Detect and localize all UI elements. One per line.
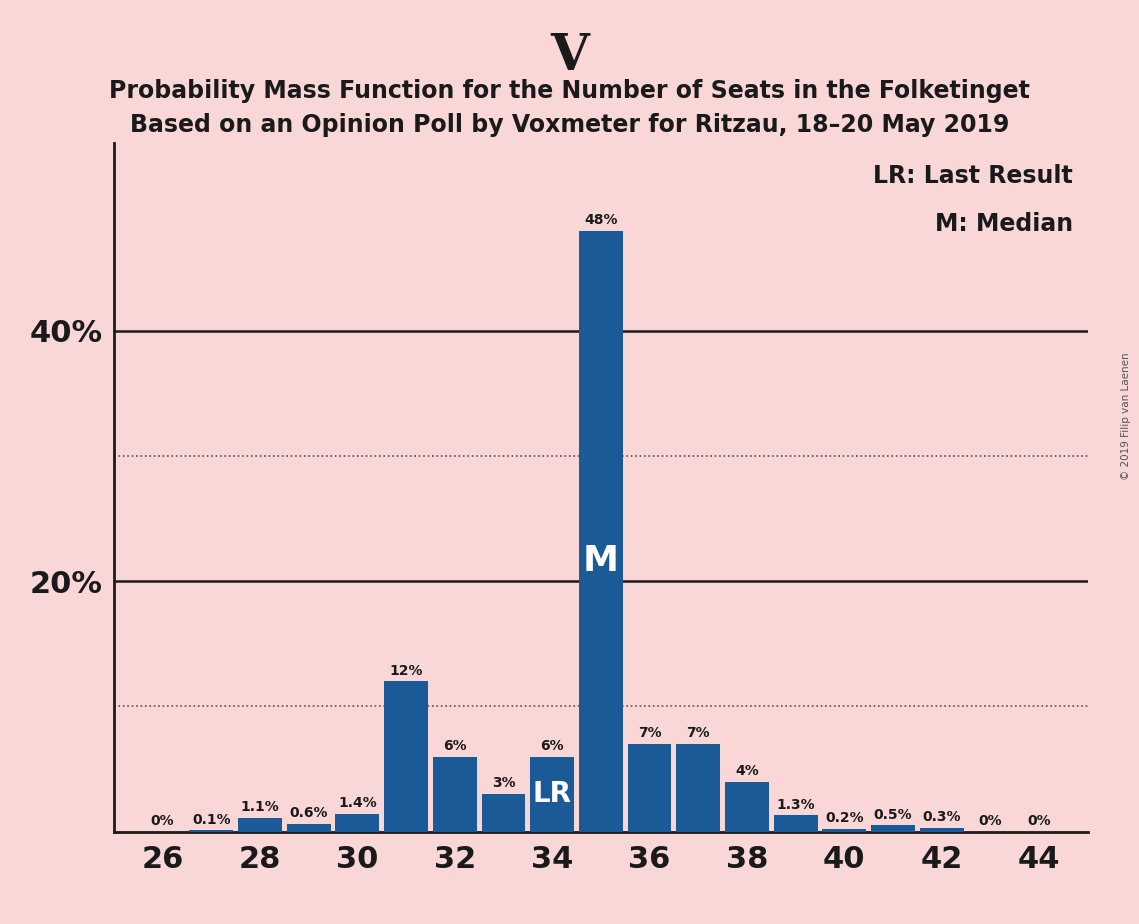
- Text: 0%: 0%: [1027, 814, 1051, 828]
- Text: 1.4%: 1.4%: [338, 796, 377, 810]
- Text: 0.6%: 0.6%: [289, 807, 328, 821]
- Text: 6%: 6%: [443, 739, 467, 753]
- Text: 0%: 0%: [150, 814, 174, 828]
- Bar: [726, 782, 769, 832]
- Bar: [871, 825, 915, 832]
- Text: Probability Mass Function for the Number of Seats in the Folketinget: Probability Mass Function for the Number…: [109, 79, 1030, 103]
- Bar: [287, 824, 330, 832]
- Text: 0%: 0%: [978, 814, 1002, 828]
- Bar: [628, 744, 671, 832]
- Text: LR: LR: [533, 780, 572, 808]
- Bar: [336, 814, 379, 832]
- Text: 1.1%: 1.1%: [240, 800, 279, 814]
- Bar: [482, 794, 525, 832]
- Bar: [677, 744, 720, 832]
- Text: 0.1%: 0.1%: [192, 812, 230, 827]
- Bar: [189, 831, 233, 832]
- Text: © 2019 Filip van Laenen: © 2019 Filip van Laenen: [1121, 352, 1131, 480]
- Bar: [579, 231, 623, 832]
- Text: 0.3%: 0.3%: [923, 810, 961, 824]
- Text: 6%: 6%: [540, 739, 564, 753]
- Text: M: M: [583, 544, 618, 578]
- Text: 4%: 4%: [735, 764, 759, 778]
- Text: M: Median: M: Median: [935, 213, 1073, 236]
- Text: 3%: 3%: [492, 776, 515, 790]
- Text: 48%: 48%: [584, 213, 617, 227]
- Text: 7%: 7%: [638, 726, 662, 740]
- Bar: [238, 818, 281, 832]
- Text: 7%: 7%: [687, 726, 710, 740]
- Bar: [384, 681, 428, 832]
- Bar: [531, 757, 574, 832]
- Bar: [822, 829, 866, 832]
- Text: 0.5%: 0.5%: [874, 808, 912, 821]
- Bar: [773, 815, 818, 832]
- Text: Based on an Opinion Poll by Voxmeter for Ritzau, 18–20 May 2019: Based on an Opinion Poll by Voxmeter for…: [130, 113, 1009, 137]
- Bar: [433, 757, 476, 832]
- Bar: [920, 828, 964, 832]
- Text: 1.3%: 1.3%: [777, 797, 814, 811]
- Text: 0.2%: 0.2%: [825, 811, 863, 825]
- Text: LR: Last Result: LR: Last Result: [874, 164, 1073, 188]
- Text: 12%: 12%: [390, 663, 423, 677]
- Text: V: V: [550, 32, 589, 81]
